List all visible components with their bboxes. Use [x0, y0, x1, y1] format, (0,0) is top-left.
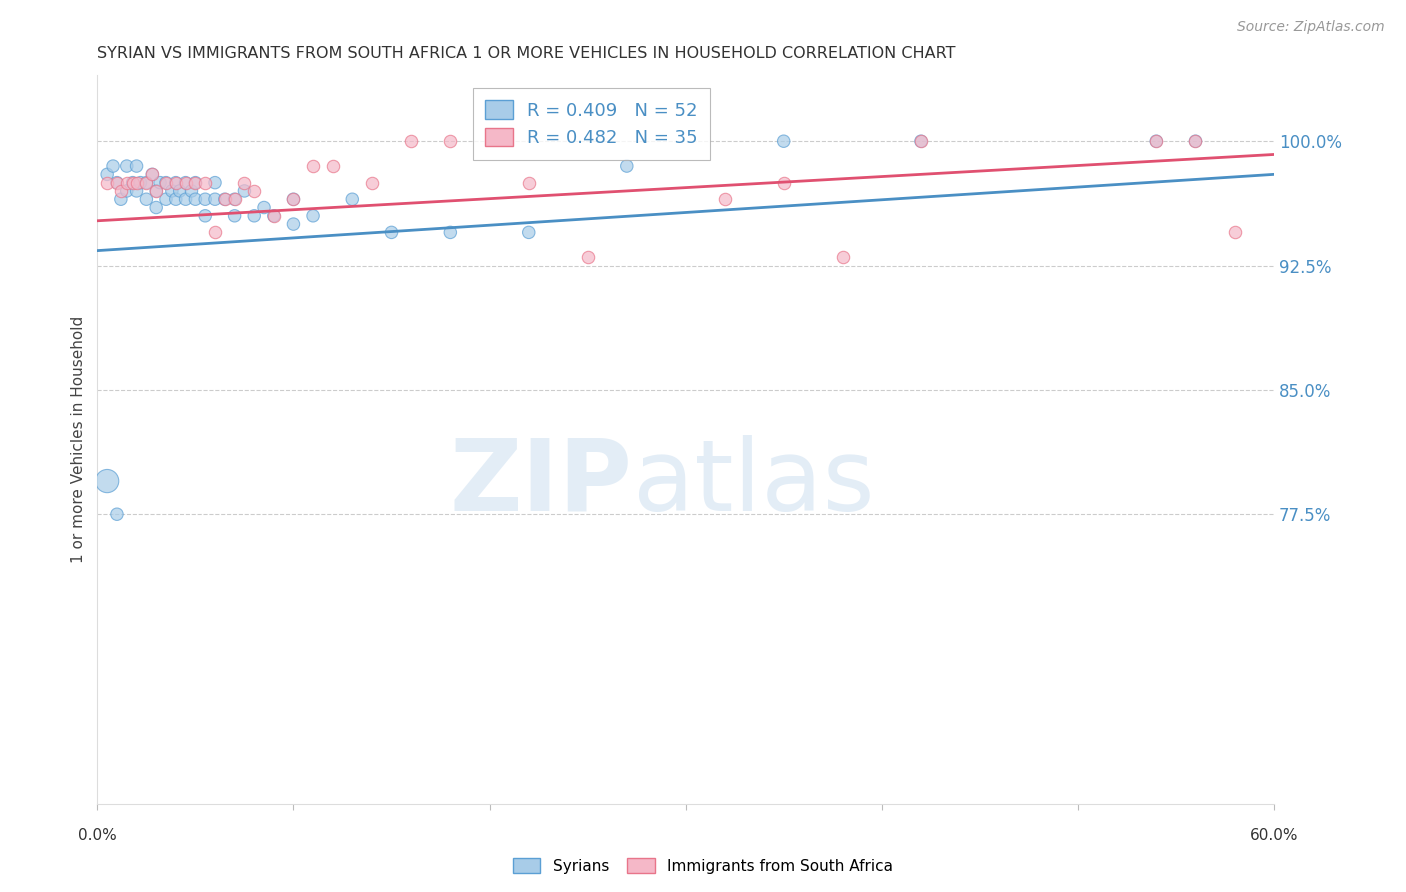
Point — [184, 176, 207, 190]
Point — [145, 184, 167, 198]
Point — [263, 209, 285, 223]
Point — [214, 192, 236, 206]
Text: 0.0%: 0.0% — [77, 828, 117, 843]
Point — [194, 209, 217, 223]
Point — [96, 474, 118, 488]
Point — [283, 217, 305, 231]
Point — [121, 176, 143, 190]
Point — [204, 176, 226, 190]
Point — [184, 176, 207, 190]
Point — [517, 226, 540, 240]
Text: atlas: atlas — [633, 435, 875, 532]
Point — [165, 176, 187, 190]
Point — [141, 167, 163, 181]
Point — [253, 201, 276, 215]
Point — [110, 192, 132, 206]
Point — [283, 192, 305, 206]
Point — [1144, 134, 1167, 148]
Point — [160, 184, 183, 198]
Point — [155, 176, 177, 190]
Point — [714, 192, 737, 206]
Point — [110, 184, 132, 198]
Point — [243, 184, 266, 198]
Legend: Syrians, Immigrants from South Africa: Syrians, Immigrants from South Africa — [506, 852, 900, 880]
Point — [149, 176, 172, 190]
Point — [121, 176, 143, 190]
Point — [165, 192, 187, 206]
Point — [322, 159, 344, 173]
Point — [342, 192, 364, 206]
Point — [180, 184, 202, 198]
Point — [115, 176, 138, 190]
Text: SYRIAN VS IMMIGRANTS FROM SOUTH AFRICA 1 OR MORE VEHICLES IN HOUSEHOLD CORRELATI: SYRIAN VS IMMIGRANTS FROM SOUTH AFRICA 1… — [97, 46, 956, 62]
Point — [174, 192, 197, 206]
Point — [125, 176, 148, 190]
Point — [302, 159, 325, 173]
Point — [174, 176, 197, 190]
Point — [576, 250, 599, 264]
Point — [105, 176, 128, 190]
Point — [380, 226, 402, 240]
Point — [135, 176, 157, 190]
Point — [135, 192, 157, 206]
Point — [772, 134, 794, 148]
Point — [96, 167, 118, 181]
Point — [145, 201, 167, 215]
Point — [105, 507, 128, 521]
Point — [184, 192, 207, 206]
Point — [204, 226, 226, 240]
Point — [115, 184, 138, 198]
Point — [204, 192, 226, 206]
Point — [125, 184, 148, 198]
Point — [224, 192, 246, 206]
Point — [360, 176, 382, 190]
Point — [233, 184, 256, 198]
Text: 60.0%: 60.0% — [1250, 828, 1298, 843]
Point — [517, 176, 540, 190]
Point — [224, 209, 246, 223]
Point — [174, 176, 197, 190]
Point — [302, 209, 325, 223]
Text: ZIP: ZIP — [450, 435, 633, 532]
Point — [155, 176, 177, 190]
Point — [105, 176, 128, 190]
Point — [145, 184, 167, 198]
Point — [129, 176, 152, 190]
Point — [141, 167, 163, 181]
Point — [263, 209, 285, 223]
Point — [1144, 134, 1167, 148]
Point — [135, 176, 157, 190]
Point — [125, 159, 148, 173]
Point — [233, 176, 256, 190]
Point — [115, 159, 138, 173]
Point — [224, 192, 246, 206]
Point — [243, 209, 266, 223]
Point — [831, 250, 853, 264]
Point — [96, 176, 118, 190]
Point — [399, 134, 422, 148]
Point — [169, 184, 191, 198]
Point — [194, 176, 217, 190]
Point — [194, 192, 217, 206]
Point — [1184, 134, 1206, 148]
Point — [283, 192, 305, 206]
Point — [772, 176, 794, 190]
Point — [1223, 226, 1246, 240]
Legend: R = 0.409   N = 52, R = 0.482   N = 35: R = 0.409 N = 52, R = 0.482 N = 35 — [472, 87, 710, 160]
Point — [439, 226, 461, 240]
Y-axis label: 1 or more Vehicles in Household: 1 or more Vehicles in Household — [72, 316, 86, 563]
Point — [910, 134, 932, 148]
Point — [1184, 134, 1206, 148]
Point — [616, 159, 638, 173]
Point — [101, 159, 124, 173]
Point — [214, 192, 236, 206]
Text: Source: ZipAtlas.com: Source: ZipAtlas.com — [1237, 20, 1385, 34]
Point — [439, 134, 461, 148]
Point — [165, 176, 187, 190]
Point — [155, 192, 177, 206]
Point — [910, 134, 932, 148]
